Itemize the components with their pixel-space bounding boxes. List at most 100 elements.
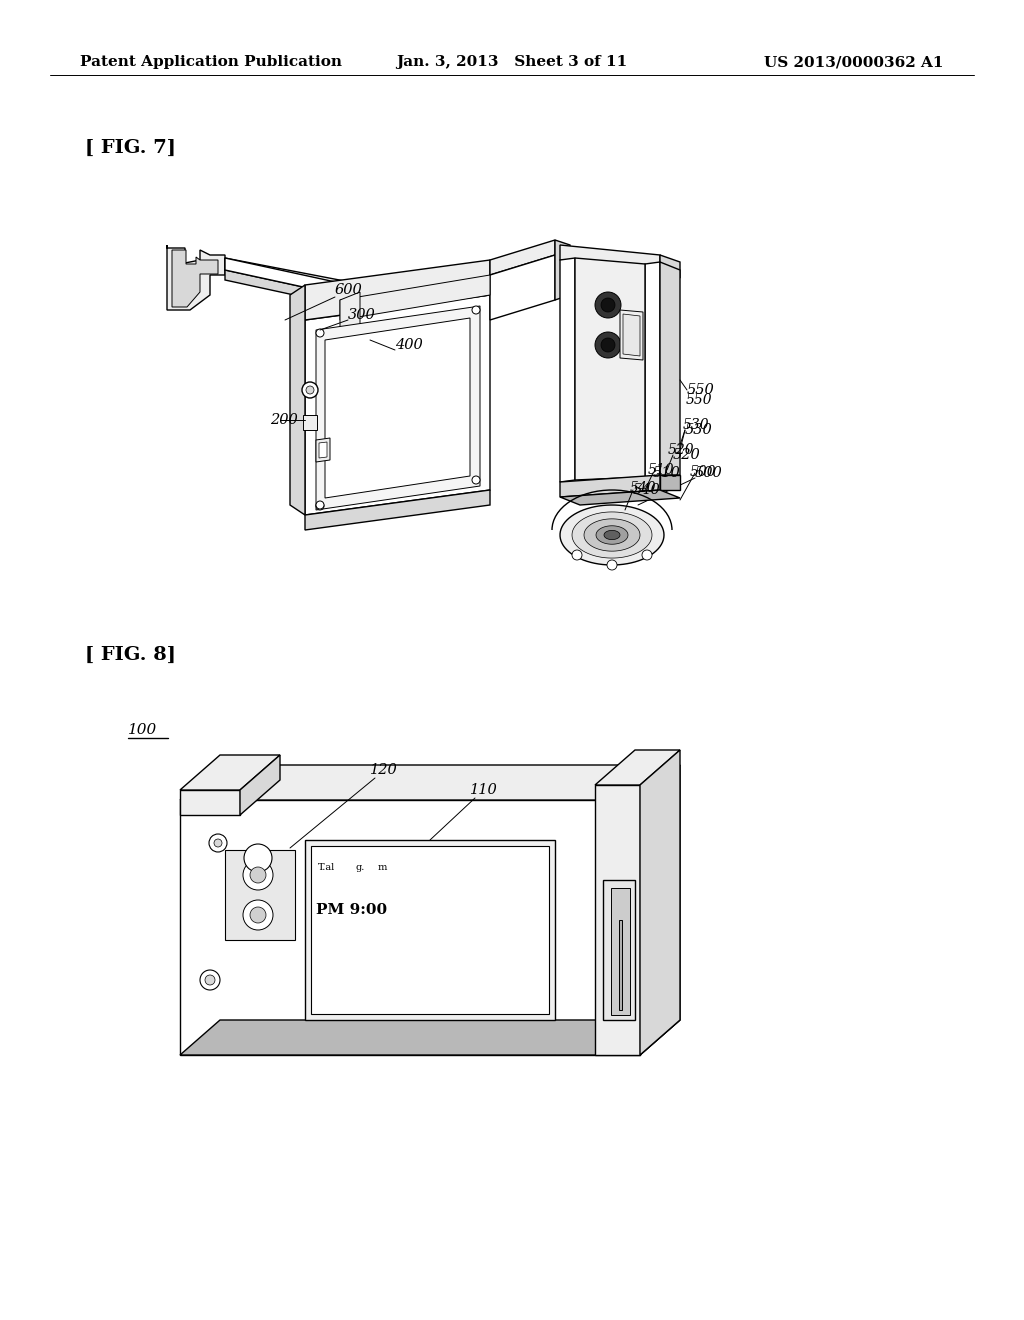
- Polygon shape: [340, 275, 490, 319]
- Circle shape: [214, 840, 222, 847]
- Polygon shape: [180, 800, 640, 1055]
- Polygon shape: [660, 475, 680, 490]
- Polygon shape: [290, 285, 305, 515]
- Polygon shape: [225, 257, 355, 294]
- Circle shape: [243, 900, 273, 931]
- Polygon shape: [603, 880, 635, 1020]
- Circle shape: [250, 907, 266, 923]
- Polygon shape: [595, 750, 680, 785]
- Polygon shape: [180, 755, 280, 789]
- Text: 520: 520: [673, 447, 700, 462]
- Text: 510: 510: [653, 466, 681, 480]
- Text: 300: 300: [348, 308, 376, 322]
- Polygon shape: [172, 249, 218, 308]
- Polygon shape: [225, 257, 340, 294]
- Circle shape: [601, 338, 615, 352]
- Text: 530: 530: [683, 418, 710, 432]
- Text: 500: 500: [695, 466, 723, 480]
- Polygon shape: [180, 766, 680, 800]
- Text: T.al: T.al: [318, 863, 335, 873]
- Polygon shape: [623, 314, 640, 356]
- Polygon shape: [305, 260, 490, 319]
- Circle shape: [200, 970, 220, 990]
- Circle shape: [209, 834, 227, 851]
- Polygon shape: [555, 240, 570, 300]
- Circle shape: [243, 861, 273, 890]
- Polygon shape: [660, 261, 680, 475]
- Text: 540: 540: [630, 480, 656, 495]
- Circle shape: [607, 560, 617, 570]
- Text: 520: 520: [668, 444, 694, 457]
- Polygon shape: [490, 240, 555, 275]
- Text: 400: 400: [395, 338, 423, 352]
- Circle shape: [595, 292, 621, 318]
- Circle shape: [572, 550, 582, 560]
- Text: 550: 550: [686, 393, 713, 407]
- Text: 600: 600: [335, 282, 362, 297]
- Polygon shape: [316, 306, 480, 510]
- Polygon shape: [596, 525, 628, 544]
- Circle shape: [472, 306, 480, 314]
- Circle shape: [302, 381, 318, 399]
- Circle shape: [316, 502, 324, 510]
- Text: g.: g.: [355, 863, 365, 873]
- Circle shape: [642, 550, 652, 560]
- Circle shape: [205, 975, 215, 985]
- Text: 540: 540: [633, 483, 660, 498]
- Polygon shape: [560, 475, 660, 498]
- Text: 110: 110: [470, 783, 498, 797]
- Circle shape: [244, 843, 272, 873]
- Polygon shape: [560, 246, 660, 271]
- Circle shape: [601, 298, 615, 312]
- Circle shape: [316, 329, 324, 337]
- Polygon shape: [595, 785, 640, 1055]
- Text: 530: 530: [685, 422, 713, 437]
- Polygon shape: [311, 846, 549, 1014]
- Circle shape: [316, 502, 324, 510]
- Polygon shape: [620, 310, 643, 360]
- Text: 200: 200: [270, 413, 298, 426]
- Text: [ FIG. 7]: [ FIG. 7]: [85, 139, 176, 157]
- Polygon shape: [560, 506, 664, 565]
- Polygon shape: [305, 840, 555, 1020]
- Text: m: m: [378, 863, 387, 873]
- Polygon shape: [660, 255, 680, 279]
- Text: 100: 100: [128, 723, 158, 737]
- Polygon shape: [180, 789, 240, 814]
- Polygon shape: [640, 766, 680, 1055]
- Polygon shape: [167, 246, 225, 310]
- Polygon shape: [325, 318, 470, 498]
- Polygon shape: [560, 490, 680, 506]
- Text: US 2013/0000362 A1: US 2013/0000362 A1: [765, 55, 944, 69]
- Polygon shape: [305, 490, 490, 531]
- Polygon shape: [560, 257, 575, 482]
- Polygon shape: [584, 519, 640, 552]
- Polygon shape: [645, 261, 660, 477]
- Polygon shape: [640, 750, 680, 1055]
- Circle shape: [250, 867, 266, 883]
- Polygon shape: [575, 257, 645, 480]
- Polygon shape: [490, 255, 555, 319]
- Polygon shape: [225, 271, 340, 305]
- Polygon shape: [305, 294, 490, 515]
- Text: [ FIG. 8]: [ FIG. 8]: [85, 645, 176, 664]
- Text: 120: 120: [370, 763, 397, 777]
- Polygon shape: [180, 1020, 680, 1055]
- Polygon shape: [225, 850, 295, 940]
- Text: 510: 510: [648, 463, 675, 477]
- Text: Patent Application Publication: Patent Application Publication: [80, 55, 342, 69]
- Polygon shape: [240, 755, 280, 814]
- Polygon shape: [611, 888, 630, 1015]
- Text: 500: 500: [690, 465, 717, 479]
- Text: PM 9:00: PM 9:00: [316, 903, 387, 917]
- Polygon shape: [303, 414, 317, 430]
- Polygon shape: [618, 920, 622, 1010]
- Polygon shape: [572, 512, 652, 558]
- Polygon shape: [604, 531, 620, 540]
- Text: 550: 550: [687, 383, 715, 397]
- Text: Jan. 3, 2013   Sheet 3 of 11: Jan. 3, 2013 Sheet 3 of 11: [396, 55, 628, 69]
- Circle shape: [595, 333, 621, 358]
- Circle shape: [306, 385, 314, 393]
- Circle shape: [472, 477, 480, 484]
- Polygon shape: [319, 442, 327, 458]
